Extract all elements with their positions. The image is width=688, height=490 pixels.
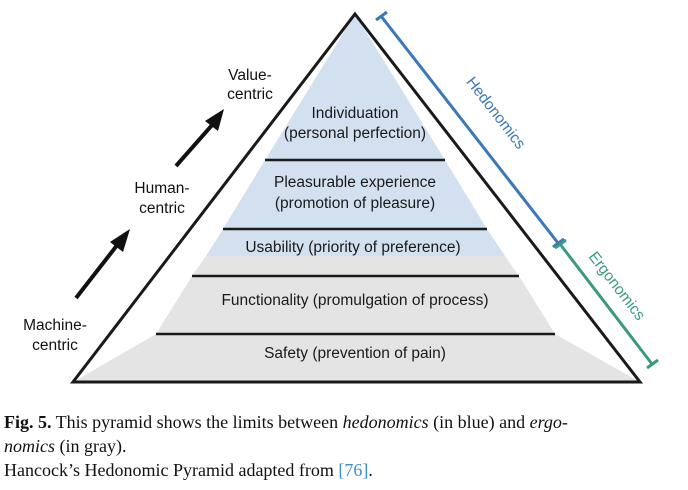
ergonomics-bracket-tick-top [554,238,567,250]
caption-line-1: Fig. 5. This pyramid shows the limits be… [4,410,680,434]
arrow-machine-to-human [74,242,120,300]
level-pleasurable-fill [223,160,487,229]
pyramid-outline [69,11,644,384]
human-centric-line2: centric [139,200,185,217]
ergonomics-label: Ergonomics [585,249,649,324]
hedonomics-bracket-tick-top [375,10,388,22]
caption-nomics: nomics [4,436,55,456]
ergonomics-bracket-tick-bottom [646,358,659,370]
ergonomics-bracket-line [558,243,654,365]
level-individuation-subtitle: (personal perfection) [284,125,426,142]
level-individuation-fill [265,14,445,160]
caption-ergo: ergo- [529,412,568,432]
caption-line-3: Hancock’s Hedonomic Pyramid adapted from… [4,458,680,482]
caption-text-a: This pyramid shows the limits between [51,412,343,432]
caption-hedonomics: hedonomics [342,412,429,432]
hedonomics-bracket-tick-bottom [552,237,565,249]
level-safety-fill [73,334,640,382]
hedonomic-pyramid-diagram: Individuation (personal perfection) Plea… [23,10,659,384]
level-pleasurable-subtitle: (promotion of pleasure) [275,195,435,212]
caption-line-2: nomics (in gray). [4,434,680,458]
figure-label: Fig. 5. [4,412,52,432]
caption-text-c: (in blue) and [428,412,530,432]
machine-centric-line2: centric [32,337,78,354]
caption-gray: (in gray). [55,436,127,456]
level-safety-label: Safety (prevention of pain) [264,345,446,362]
level-usability-upper-fill [206,229,505,256]
figure-caption: Fig. 5. This pyramid shows the limits be… [4,410,680,482]
arrow-human-to-value [174,122,215,168]
hedonomics-bracket-line [379,15,560,244]
arrow-human-to-value-head [205,109,224,131]
value-centric-line1: Value- [228,67,272,84]
caption-period: . [368,460,373,480]
hedonomics-label: Hedonomics [462,74,528,153]
citation-link[interactable]: [76] [338,460,369,480]
human-centric-line1: Human- [134,180,189,197]
machine-centric-line1: Machine- [23,317,87,334]
level-pleasurable-title: Pleasurable experience [274,174,436,191]
level-usability-lower-fill [192,256,519,276]
level-functionality-fill [156,276,555,334]
level-individuation-title: Individuation [311,105,398,122]
caption-source: Hancock’s Hedonomic Pyramid adapted from [4,460,339,480]
level-usability-label: Usability (priority of preference) [245,239,460,256]
arrow-machine-to-human-head [110,229,130,252]
value-centric-line2: centric [227,86,273,103]
level-functionality-label: Functionality (promulgation of process) [221,292,488,309]
